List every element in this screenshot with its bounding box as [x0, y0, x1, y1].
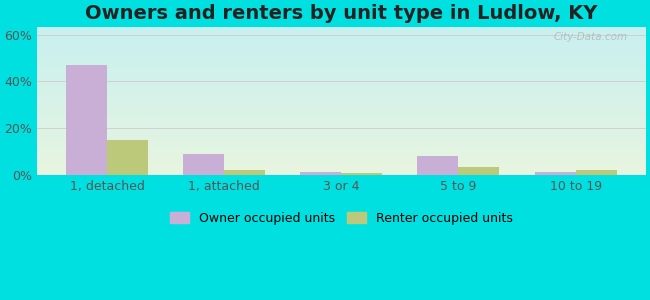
Bar — [66, 65, 107, 175]
Bar — [575, 170, 617, 175]
Text: City-Data.com: City-Data.com — [553, 32, 627, 42]
Bar — [107, 140, 148, 175]
Bar — [300, 172, 341, 175]
Bar — [341, 173, 382, 175]
Bar — [224, 170, 265, 175]
Bar — [417, 156, 458, 175]
Title: Owners and renters by unit type in Ludlow, KY: Owners and renters by unit type in Ludlo… — [85, 4, 597, 23]
Bar — [458, 167, 499, 175]
Bar — [183, 154, 224, 175]
Bar — [534, 172, 575, 175]
Legend: Owner occupied units, Renter occupied units: Owner occupied units, Renter occupied un… — [164, 205, 519, 231]
